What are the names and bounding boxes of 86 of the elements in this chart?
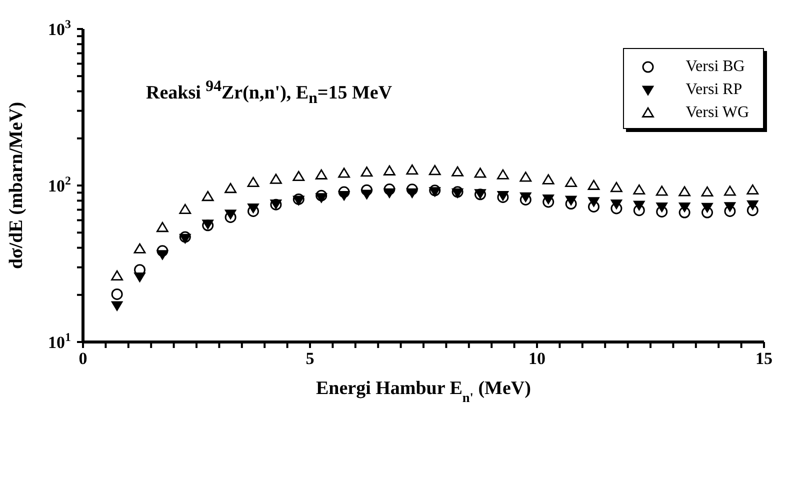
- point: [315, 169, 328, 180]
- point: [610, 200, 622, 210]
- point: [520, 192, 532, 202]
- point: [338, 168, 350, 178]
- point: [156, 245, 168, 257]
- point: [588, 200, 600, 212]
- point: [316, 190, 328, 202]
- point: [361, 184, 372, 196]
- point: [746, 204, 758, 216]
- point: [565, 198, 577, 210]
- point: [678, 206, 690, 218]
- point: [406, 164, 418, 175]
- point: [724, 186, 736, 196]
- point: [338, 190, 350, 201]
- point: [406, 188, 418, 198]
- point: [678, 186, 690, 196]
- point: [361, 190, 372, 200]
- point: [224, 182, 236, 194]
- point: [134, 272, 146, 282]
- x-tick-label: 10: [528, 349, 546, 368]
- point: [542, 174, 554, 184]
- point: [292, 170, 305, 182]
- point: [678, 202, 690, 212]
- point: [156, 250, 168, 260]
- point: [179, 204, 192, 214]
- point: [702, 202, 713, 213]
- point: [111, 288, 123, 300]
- point: [565, 176, 577, 188]
- point: [724, 202, 736, 212]
- point: [224, 210, 236, 220]
- y-axis-title: dσ/dE (mbarn/MeV): [6, 102, 27, 270]
- point: [248, 203, 259, 214]
- y-tick-label: 10$^{1}$: [48, 330, 72, 352]
- x-tick-label: 15: [756, 349, 772, 368]
- point: [656, 186, 668, 196]
- point: [179, 234, 191, 244]
- point: [316, 193, 328, 203]
- point: [656, 206, 668, 218]
- point: [724, 205, 736, 217]
- point: [270, 174, 282, 184]
- point: [429, 187, 441, 197]
- y-tick-label: 10$^{3}$: [48, 17, 72, 39]
- point: [134, 243, 146, 254]
- text: Reaksi $^{94}$Zr(n,n'), E$_{n}$=15 MeV: [146, 78, 392, 108]
- legend-label: Versi BG: [686, 58, 745, 76]
- legend-label: Versi WG: [686, 104, 749, 122]
- point: [474, 168, 486, 178]
- point: [588, 180, 600, 190]
- point: [292, 196, 304, 206]
- point: [633, 200, 645, 211]
- point: [633, 184, 646, 195]
- point: [656, 202, 668, 212]
- point: [406, 184, 418, 196]
- point: [429, 184, 441, 196]
- x-tick-label: 5: [306, 349, 314, 368]
- x-axis-title: Energi Hambur E$_{n'}$ (MeV): [316, 378, 531, 404]
- legend-label: Versi RP: [686, 80, 742, 98]
- y-tick-label: 10$^{2}$: [48, 174, 72, 196]
- point: [428, 164, 441, 176]
- point: [497, 169, 509, 180]
- point: [360, 166, 373, 177]
- point: [746, 200, 758, 210]
- point: [111, 301, 123, 312]
- point: [565, 196, 577, 206]
- point: [202, 190, 214, 202]
- point: [702, 206, 713, 218]
- point: [156, 222, 168, 232]
- point: [179, 231, 191, 243]
- point: [542, 194, 554, 204]
- point: [247, 176, 260, 188]
- point: [111, 270, 123, 280]
- point: [701, 186, 714, 197]
- point: [384, 165, 396, 176]
- point: [520, 172, 532, 182]
- point: [384, 184, 396, 196]
- point: [746, 184, 759, 195]
- point: [292, 193, 304, 205]
- x-tick-label: 0: [78, 349, 88, 368]
- point: [384, 188, 396, 198]
- point: [542, 196, 554, 208]
- point: [610, 182, 622, 192]
- point: [610, 202, 622, 214]
- point: [588, 197, 600, 207]
- point: [452, 166, 464, 176]
- point: [338, 186, 350, 198]
- point: [633, 204, 645, 216]
